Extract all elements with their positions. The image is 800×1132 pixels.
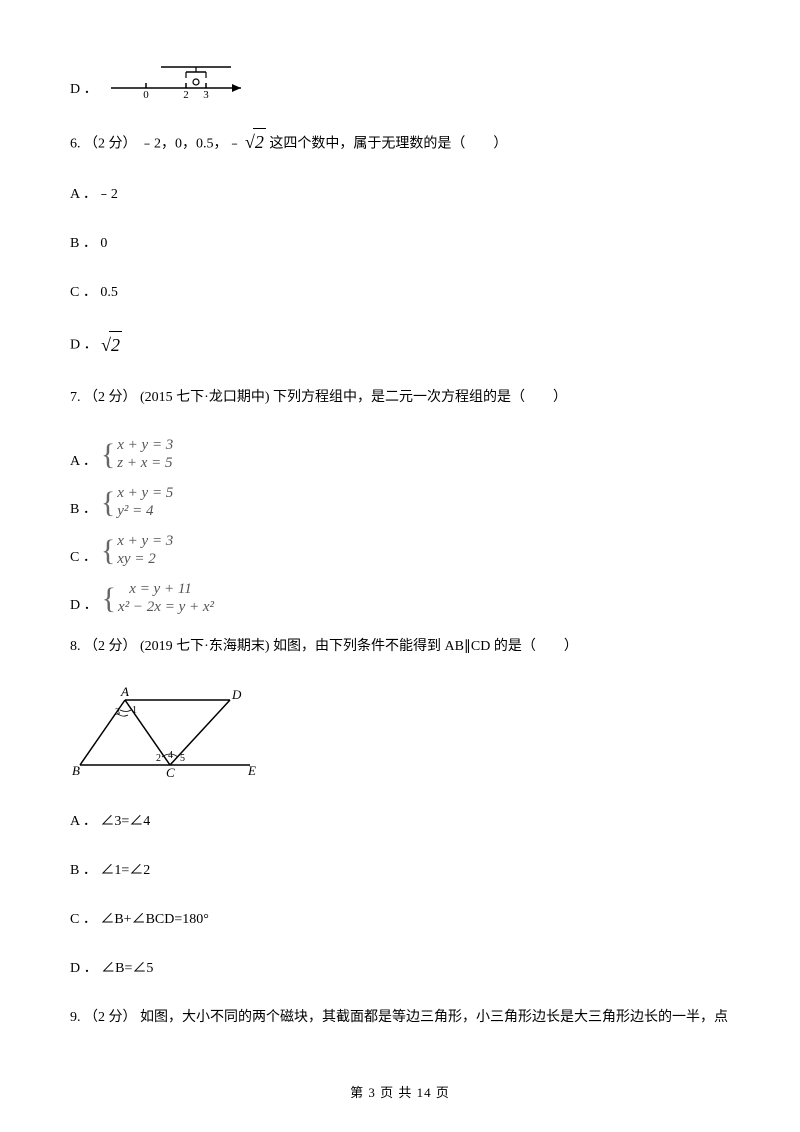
svg-text:0: 0 [143,89,149,100]
svg-text:C: C [166,765,175,780]
q6-stem-prefix: 6. （2 分） ﹣2，0，0.5，﹣ [70,137,242,152]
option-letter: A ． [70,451,97,472]
q8-option-d: D ． ∠B=∠5 [70,958,730,979]
svg-text:3: 3 [203,89,209,100]
q6-stem-suffix: 这四个数中，属于无理数的是（ ） [269,137,507,152]
svg-text:3: 3 [115,707,120,718]
eq-line: x = y + 11 [118,580,214,598]
q6-stem: 6. （2 分） ﹣2，0，0.5，﹣ √2 这四个数中，属于无理数的是（ ） [70,128,730,156]
eq-line: xy = 2 [117,550,173,568]
equation-system: { x + y = 3 z + x = 5 [101,436,173,472]
svg-text:5: 5 [180,753,185,764]
option-letter: D ． [70,79,98,100]
q7-option-a: A ． { x + y = 3 z + x = 5 [70,436,730,472]
numberline-diagram: 0 2 3 [106,60,256,100]
svg-text:B: B [72,763,80,778]
svg-text:1: 1 [132,705,137,716]
q8-figure: A D B C E 1 3 2 4 5 [70,685,730,787]
option-letter: D ． [70,595,98,616]
eq-line: x + y = 3 [117,436,173,454]
svg-text:2: 2 [183,89,189,100]
q6-option-a: A ．﹣2 [70,184,730,205]
equation-system: { x + y = 5 y² = 4 [101,484,173,520]
svg-text:D: D [231,687,242,702]
q8-option-a: A ． ∠3=∠4 [70,811,730,832]
q8-option-b: B ． ∠1=∠2 [70,860,730,881]
eq-line: y² = 4 [117,502,173,520]
svg-text:E: E [247,763,256,778]
q7-option-d: D ． { x = y + 11 x² − 2x = y + x² [70,580,730,616]
q8-option-c: C ． ∠B+∠BCD=180° [70,909,730,930]
equation-system: { x + y = 3 xy = 2 [101,532,173,568]
q5-option-d: D ． 0 2 3 [70,60,730,100]
sqrt-icon: √2 [101,331,122,359]
q9-stem: 9. （2 分） 如图，大小不同的两个磁块，其截面都是等边三角形，小三角形边长是… [70,1007,730,1028]
eq-line: x + y = 3 [117,532,173,550]
svg-text:4: 4 [168,750,173,761]
eq-line: z + x = 5 [117,454,173,472]
option-letter: C ． [70,547,97,568]
q6-option-b: B ． 0 [70,233,730,254]
equation-system: { x = y + 11 x² − 2x = y + x² [102,580,214,616]
eq-line: x + y = 5 [117,484,173,502]
option-letter: B ． [70,499,97,520]
option-letter: D ． [70,338,98,353]
page-footer: 第 3 页 共 14 页 [0,1083,800,1103]
q7-option-b: B ． { x + y = 5 y² = 4 [70,484,730,520]
svg-text:A: A [120,685,129,699]
q7-option-c: C ． { x + y = 3 xy = 2 [70,532,730,568]
sqrt-icon: √2 [245,128,266,156]
eq-line: x² − 2x = y + x² [118,598,214,616]
q6-option-c: C ． 0.5 [70,282,730,303]
q8-stem: 8. （2 分） (2019 七下·东海期末) 如图，由下列条件不能得到 AB∥… [70,636,730,657]
q7-stem: 7. （2 分） (2015 七下·龙口期中) 下列方程组中，是二元一次方程组的… [70,387,730,408]
svg-text:2: 2 [156,753,161,764]
q6-option-d: D ． √2 [70,331,730,359]
